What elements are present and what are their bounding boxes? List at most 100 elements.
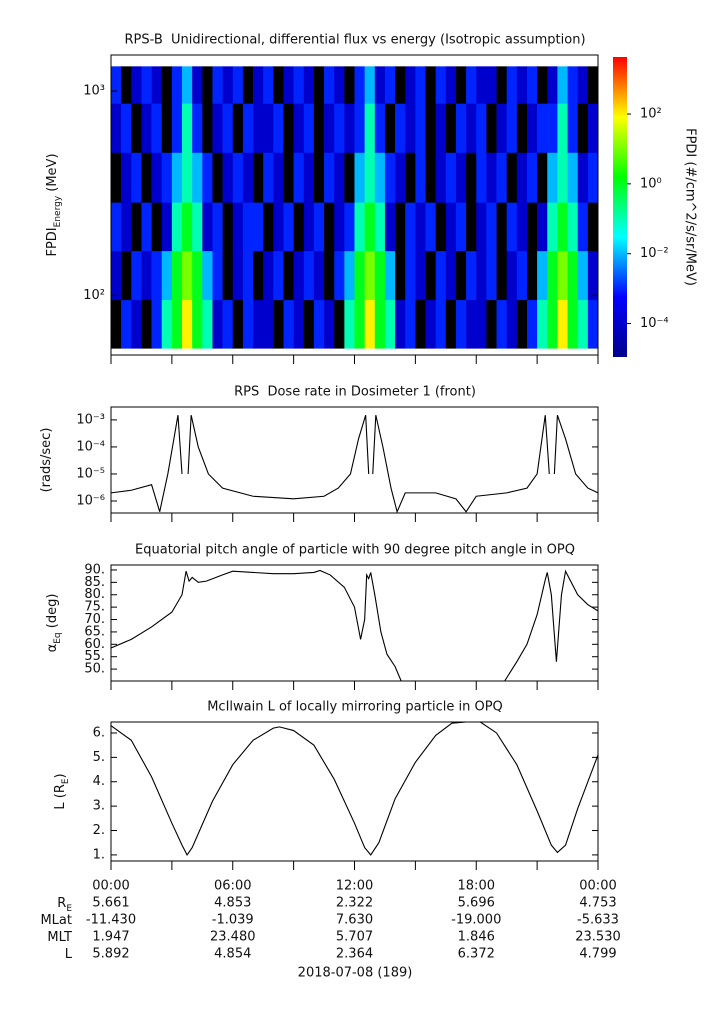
spectrogram-cell [547,152,558,203]
spectrogram-cell [161,152,173,203]
spectrogram-cell [283,250,294,301]
spectrogram-cell [212,299,223,349]
spectrogram-cell [415,250,426,301]
spectrogram-cell [222,202,234,252]
spectrogram-cell [242,250,254,301]
x-tick-label: 12:00 [336,879,373,894]
spectrogram-cell [202,103,213,153]
spectrogram-cell [455,152,467,203]
spectrogram-cell [435,202,447,252]
y-tick-label: 10⁻⁶ [76,494,105,509]
spectrogram-cell [577,299,589,349]
spectrogram-cell [537,66,548,104]
spectrogram-cell [131,250,142,301]
spectrogram-cell [354,202,365,252]
spectrogram-cell [516,250,528,301]
spectrogram-cell [384,66,396,104]
spectrogram-cell [111,250,122,301]
spectrogram-cell [374,103,386,153]
spectrogram-cell [313,103,325,153]
spectrogram-cell [577,152,589,203]
spectrogram-cell [111,66,122,104]
spectrogram-cell [263,103,274,153]
spectrogram-cell [293,299,305,349]
y-tick-label: 55. [84,649,105,664]
spectrogram-cell [242,202,254,252]
spectrogram-cell [567,152,579,203]
spectrogram-cell [324,299,335,349]
ephemeris-value: 4.753 [579,896,616,911]
spectrogram-cell [526,202,538,252]
spectrogram-cell [587,299,599,349]
spectrogram-cell [273,202,284,252]
spectrogram-cell [313,250,325,301]
spectrogram-cell [182,299,193,349]
y-axis-label-part: α [45,644,60,653]
spectrogram-cell [547,66,558,104]
spectrogram-cell [303,299,315,349]
spectrogram-cell [192,66,203,104]
spectrogram-cell [242,103,254,153]
spectrogram-cell [557,66,568,104]
spectrogram-cell [334,202,345,252]
y-axis-label-sub: Energy [53,195,63,227]
spectrogram-cell [242,66,254,104]
spectrogram-cell [121,250,132,301]
spectrogram-cell [476,299,487,349]
spectrogram-cell [506,152,518,203]
spectrogram-cell [202,66,213,104]
y-tick-label: 10⁻⁴ [76,439,105,454]
spectrogram-cell [121,299,132,349]
spectrogram-cell [557,250,568,301]
y-tick-label: 10³ [83,83,105,98]
spectrogram-cell [313,152,325,203]
y-tick-label: 50. [84,662,105,677]
spectrogram-cell [171,202,183,252]
spectrogram-cell [131,66,142,104]
spectrogram-cell [141,299,152,349]
ephemeris-value: 6.372 [458,947,495,962]
spectrogram-cell [131,299,142,349]
spectrogram-cell [141,66,152,104]
spectrogram-cell [111,299,122,349]
spectrogram-cell [577,202,589,252]
spectrogram-cell [212,66,223,104]
spectrogram-cell [486,152,497,203]
spectrogram-cell [283,299,294,349]
spectrogram-cell [141,152,152,203]
spectrogram-cell [496,202,507,252]
spectrogram-cell [161,103,173,153]
spectrogram-cell [182,103,193,153]
spectrogram-cell [435,152,447,203]
spectrogram-cell [364,250,376,301]
date-label: 2018-07-08 (189) [298,966,413,981]
spectrogram-cell [263,202,274,252]
spectrogram-cell [171,299,183,349]
spectrogram-cell [537,202,548,252]
spectrogram-cell [486,299,497,349]
spectrogram-cell [344,250,355,301]
ephemeris-label: RE [57,896,72,914]
spectrogram-cell [212,202,223,252]
spectrogram-cell [395,66,406,104]
spectrogram-cell [232,103,244,153]
spectrogram-cell [303,152,315,203]
ephemeris-label-sub: E [66,904,72,914]
spectrogram-cell [151,250,163,301]
spectrogram-cell [466,202,477,252]
spectrogram-cell [263,66,274,104]
spectrogram-cell [253,250,264,301]
spectrogram-cell [354,299,365,349]
spectrogram-cell [253,299,264,349]
spectrogram-cell [405,299,416,349]
spectrogram-cell [415,299,426,349]
panel-frame [110,406,599,514]
spectrogram-cell [192,299,203,349]
spectrogram-cell [567,250,579,301]
spectrogram-cell [496,299,507,349]
spectrogram-cell [273,66,284,104]
ephemeris-value: 2.322 [336,896,373,911]
panel-frame [110,721,599,862]
spectrogram-cell [425,250,436,301]
ephemeris-value: -11.430 [86,913,136,928]
